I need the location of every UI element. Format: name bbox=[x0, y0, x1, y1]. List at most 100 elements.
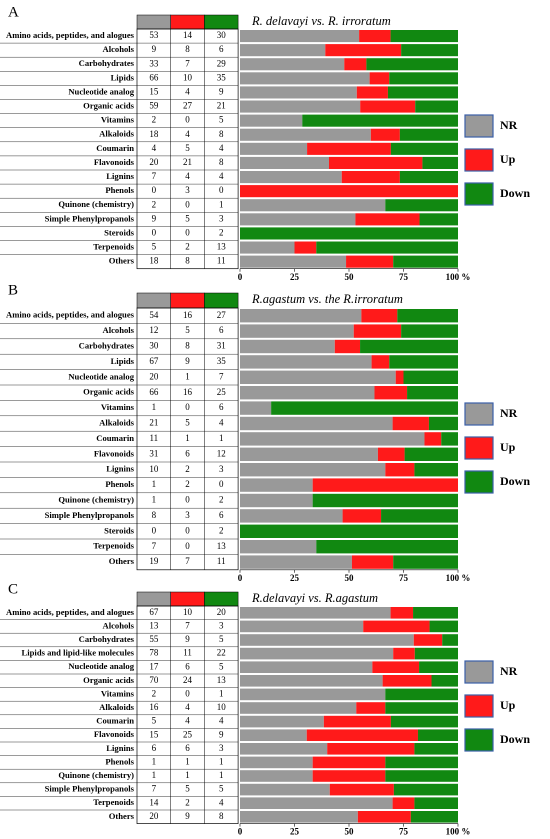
table-value: 5 bbox=[185, 213, 190, 223]
table-value: 7 bbox=[219, 371, 224, 381]
bar-segment bbox=[316, 540, 458, 554]
bar-segment bbox=[328, 156, 423, 169]
bar-segment bbox=[240, 171, 342, 184]
chart-title: R.agastum vs. the R.irroratum bbox=[251, 292, 403, 306]
bar-segment bbox=[385, 702, 458, 714]
category-label: Phenols bbox=[105, 479, 134, 489]
bar-segment bbox=[390, 715, 458, 728]
category-label: Simple Phenylpropanols bbox=[45, 213, 135, 223]
bar-segment bbox=[414, 743, 458, 755]
category-label: Carbohydrates bbox=[79, 58, 135, 68]
bar-segment bbox=[392, 797, 415, 809]
bar-segment bbox=[410, 811, 458, 823]
table-value: 24 bbox=[183, 675, 193, 685]
bar-segment bbox=[393, 647, 415, 660]
legend-swatch bbox=[464, 148, 494, 172]
bar-segment bbox=[316, 241, 458, 254]
table-value: 7 bbox=[185, 556, 190, 566]
table-value: 8 bbox=[185, 256, 190, 266]
category-label: Lignins bbox=[106, 171, 134, 181]
bar-segment bbox=[374, 386, 408, 400]
category-label: Lipids and lipid-like molecules bbox=[22, 648, 135, 658]
table-value: 0 bbox=[185, 402, 190, 412]
table-value: 1 bbox=[152, 479, 157, 489]
table-value: 8 bbox=[219, 811, 224, 821]
table-value: 4 bbox=[152, 143, 157, 153]
table-value: 14 bbox=[183, 30, 193, 40]
table-value: 7 bbox=[185, 58, 190, 68]
category-label: Phenols bbox=[105, 185, 134, 195]
table-value: 4 bbox=[219, 716, 224, 726]
bar-segment bbox=[327, 743, 415, 755]
x-tick-label: 50 bbox=[345, 827, 355, 837]
bar-segment bbox=[312, 493, 458, 508]
table-value: 5 bbox=[152, 242, 157, 252]
table-value: 35 bbox=[217, 356, 227, 366]
table-value: 4 bbox=[219, 418, 224, 428]
x-tick-label: 100 % bbox=[446, 272, 471, 282]
legend-label: NR bbox=[500, 406, 518, 420]
category-label: Alkaloids bbox=[99, 417, 135, 427]
bar-segment bbox=[357, 811, 411, 823]
bar-segment bbox=[240, 743, 328, 755]
table-value: 10 bbox=[217, 702, 227, 712]
bar-segment bbox=[415, 100, 458, 113]
bar-segment bbox=[240, 729, 307, 741]
bar-segment bbox=[419, 661, 458, 673]
table-value: 8 bbox=[219, 129, 224, 139]
table-value: 2 bbox=[219, 525, 224, 535]
table-value: 18 bbox=[149, 256, 159, 266]
panel-label: A bbox=[8, 4, 19, 20]
bar-segment bbox=[240, 339, 335, 354]
table-value: 13 bbox=[217, 541, 227, 551]
table-value: 0 bbox=[152, 525, 157, 535]
table-value: 67 bbox=[149, 356, 159, 366]
bar-segment bbox=[240, 702, 357, 714]
table-value: 0 bbox=[152, 228, 157, 238]
table-value: 8 bbox=[185, 341, 190, 351]
bar-segment bbox=[240, 401, 272, 415]
bar-segment bbox=[403, 370, 458, 384]
bar-segment bbox=[356, 86, 388, 99]
header-swatch bbox=[204, 292, 239, 309]
chart-title: R.delavayi vs. R.agastum bbox=[251, 591, 378, 605]
table-value: 21 bbox=[217, 101, 226, 111]
table-value: 78 bbox=[149, 648, 159, 658]
table-value: 12 bbox=[149, 325, 158, 335]
table-value: 8 bbox=[219, 157, 224, 167]
x-tick-label: 50 bbox=[345, 573, 355, 583]
table-value: 4 bbox=[185, 171, 190, 181]
bar-segment bbox=[417, 729, 458, 741]
category-label: Alkaloids bbox=[99, 129, 135, 139]
table-value: 0 bbox=[185, 525, 190, 535]
table-value: 5 bbox=[219, 784, 224, 794]
category-label: Lignins bbox=[106, 464, 134, 474]
bar-segment bbox=[346, 255, 394, 268]
bar-segment bbox=[312, 770, 386, 782]
bar-segment bbox=[407, 386, 458, 400]
x-tick-label: 0 bbox=[238, 573, 243, 583]
bar-segment bbox=[240, 770, 313, 782]
table-value: 8 bbox=[185, 44, 190, 54]
bar-segment bbox=[240, 783, 330, 796]
category-label: Carbohydrates bbox=[79, 340, 135, 350]
table-value: 10 bbox=[149, 464, 159, 474]
bar-segment bbox=[429, 620, 458, 633]
bar-segment bbox=[390, 607, 414, 619]
category-label: Vitamins bbox=[101, 115, 135, 125]
bar-segment bbox=[385, 688, 458, 701]
table-value: 13 bbox=[217, 675, 227, 685]
x-tick-label: 25 bbox=[290, 272, 300, 282]
bar-segment bbox=[360, 339, 458, 354]
bar-segment bbox=[240, 128, 371, 141]
table-value: 33 bbox=[149, 58, 159, 68]
table-value: 7 bbox=[152, 784, 157, 794]
table-value: 16 bbox=[183, 310, 193, 320]
bar-segment bbox=[392, 416, 429, 431]
bar-segment bbox=[240, 185, 458, 198]
bar-segment bbox=[419, 213, 458, 226]
bar-segment bbox=[240, 44, 326, 57]
bar-segment bbox=[240, 607, 391, 619]
table-value: 0 bbox=[185, 541, 190, 551]
